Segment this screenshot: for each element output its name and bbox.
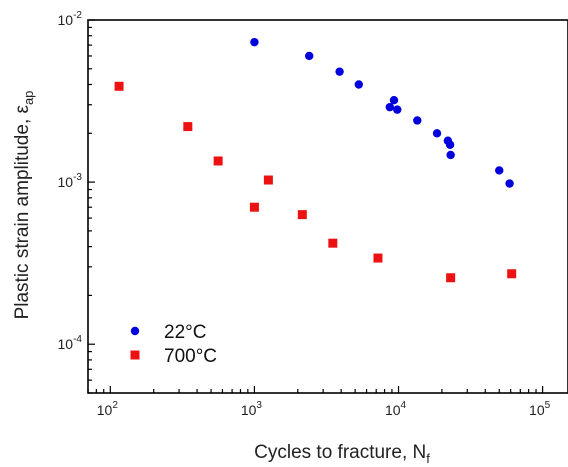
tick-exponent: -2 — [73, 10, 82, 21]
data-point-22c — [305, 51, 314, 61]
legend: 22°C 700°C — [130, 322, 217, 367]
data-point-22c — [505, 179, 514, 188]
data-point-22c — [446, 150, 455, 160]
data-point-700c — [373, 253, 383, 263]
minor-ticks — [87, 26, 537, 394]
legend-label-22c: 22°C — [164, 322, 206, 343]
tick-base: 10 — [58, 336, 74, 352]
x-tick-label: 104 — [385, 400, 407, 418]
tick-exponent: 5 — [545, 400, 551, 411]
tick-base: 10 — [97, 402, 113, 418]
data-point-700c — [213, 156, 223, 166]
plot-frame — [87, 19, 568, 394]
tick-exponent: 3 — [256, 400, 262, 411]
y-axis-label: Plastic strain amplitude, εap — [12, 91, 36, 320]
tick-base: 10 — [241, 402, 257, 418]
data-point-22c — [385, 102, 395, 112]
data-point-22c — [354, 80, 363, 89]
data-point-22c — [250, 37, 259, 47]
x-tick-labels: 102 103 104 105 — [97, 400, 551, 418]
data-point-700c — [507, 269, 517, 279]
x-axis-label: Cycles to fracture, Nf — [254, 442, 430, 466]
y-tick-labels: 10-410-310-2 — [58, 10, 83, 352]
data-point-22c — [413, 116, 422, 125]
x-tick-label: 103 — [241, 400, 263, 418]
data-point-22c — [445, 140, 455, 149]
tick-exponent: -3 — [73, 172, 82, 183]
tick-exponent: 4 — [401, 400, 407, 411]
data-point-700c — [446, 273, 456, 283]
tick-base: 10 — [385, 402, 401, 418]
data-point-700c — [183, 122, 193, 132]
data-point-700c — [263, 175, 273, 185]
x-tick-label: 105 — [529, 400, 551, 418]
tick-base: 10 — [58, 12, 74, 28]
tick-base: 10 — [529, 402, 545, 418]
y-axis-label-text: Plastic strain amplitude, ε — [12, 105, 33, 320]
legend-marker-22c — [130, 326, 140, 336]
data-points — [114, 37, 517, 283]
data-point-22c — [495, 166, 504, 175]
legend-marker-700c — [130, 350, 140, 360]
data-point-22c — [389, 96, 399, 105]
x-axis-label-subscript: f — [426, 451, 430, 466]
data-point-22c — [393, 105, 402, 114]
y-tick-label: 10-4 — [58, 334, 83, 352]
legend-label-700c: 700°C — [164, 346, 217, 367]
data-point-700c — [249, 202, 259, 212]
tick-exponent: -4 — [73, 334, 82, 345]
data-point-700c — [114, 81, 124, 91]
data-point-700c — [328, 238, 338, 248]
y-axis-label-subscript: ap — [21, 91, 36, 105]
x-tick-label: 102 — [97, 400, 119, 418]
data-point-700c — [297, 210, 307, 220]
tick-exponent: 2 — [112, 400, 118, 411]
x-axis-label-text: Cycles to fracture, N — [254, 442, 426, 463]
y-tick-label: 10-3 — [58, 172, 83, 190]
major-ticks — [88, 19, 544, 393]
y-tick-label: 10-2 — [58, 10, 83, 28]
data-point-22c — [432, 129, 442, 138]
data-point-22c — [335, 67, 344, 76]
tick-base: 10 — [58, 174, 74, 190]
